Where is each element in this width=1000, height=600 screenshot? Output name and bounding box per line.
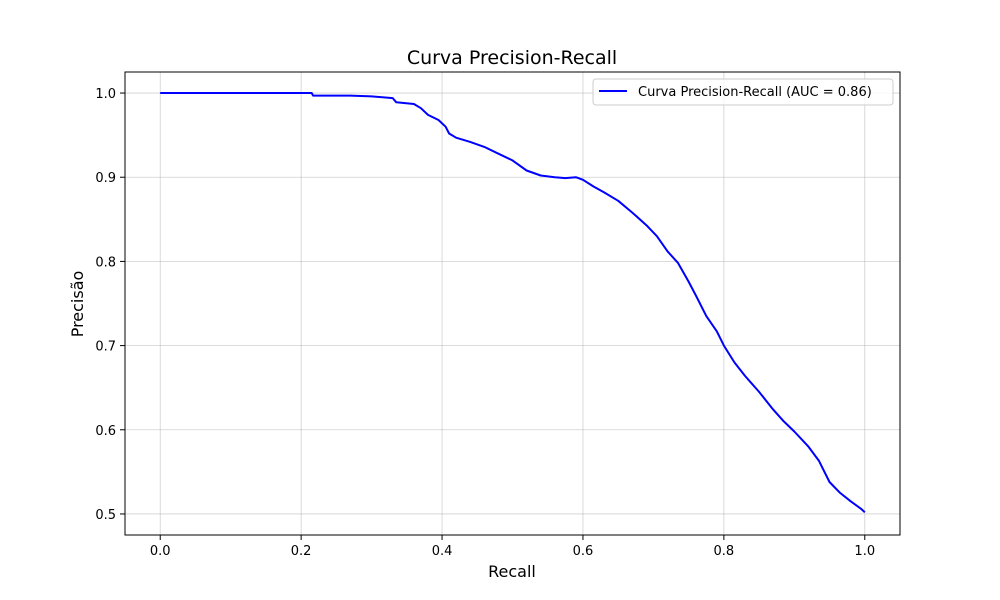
y-tick-label: 0.9 bbox=[95, 171, 116, 186]
plot-background bbox=[125, 72, 900, 535]
y-axis-ticks: 0.5 0.6 0.7 0.8 0.9 1.0 bbox=[95, 87, 125, 523]
legend-box bbox=[592, 78, 894, 106]
x-axis-ticks: 0.0 0.2 0.4 0.6 0.8 1.0 bbox=[150, 535, 875, 559]
y-tick-label: 1.0 bbox=[95, 87, 116, 102]
legend: Curva Precision-Recall (AUC = 0.86) bbox=[592, 78, 894, 106]
x-tick-label: 0.6 bbox=[573, 544, 594, 559]
x-gridlines bbox=[159, 72, 866, 535]
plot-frame bbox=[124, 71, 901, 536]
x-tick-label: 0.8 bbox=[714, 544, 735, 559]
series-line-precision-recall bbox=[160, 92, 866, 514]
x-tick-label: 1.0 bbox=[854, 544, 875, 559]
series-layer bbox=[160, 92, 866, 514]
x-tick-label: 0.4 bbox=[432, 544, 453, 559]
y-tick-label: 0.7 bbox=[95, 340, 116, 355]
chart-title: Curva Precision-Recall bbox=[407, 47, 617, 69]
x-axis-label: Recall bbox=[488, 562, 536, 581]
plot-area bbox=[124, 71, 901, 536]
x-tick-label: 0.2 bbox=[291, 544, 312, 559]
x-tick-label: 0.0 bbox=[150, 544, 171, 559]
legend-label: Curva Precision-Recall (AUC = 0.86) bbox=[638, 85, 872, 100]
y-tick-label: 0.5 bbox=[95, 508, 116, 523]
y-axis-label: Precisão bbox=[68, 271, 87, 338]
y-tick-label: 0.6 bbox=[95, 424, 116, 439]
y-tick-label: 0.8 bbox=[95, 255, 116, 270]
